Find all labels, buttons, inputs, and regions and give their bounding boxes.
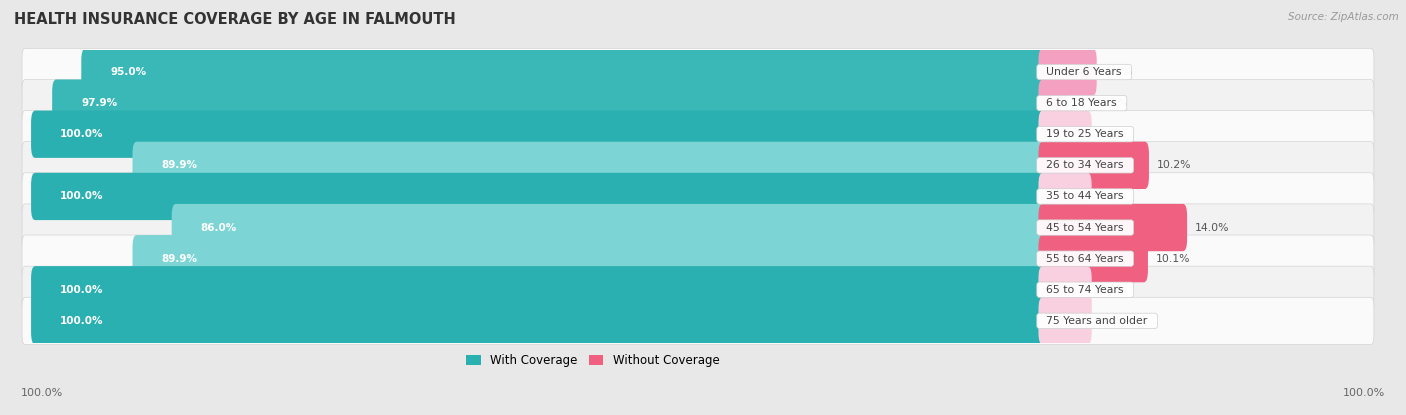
Text: 26 to 34 Years: 26 to 34 Years — [1039, 160, 1130, 170]
Text: 0.0%: 0.0% — [1099, 316, 1128, 326]
FancyBboxPatch shape — [1039, 49, 1097, 96]
FancyBboxPatch shape — [132, 142, 1043, 189]
FancyBboxPatch shape — [22, 235, 1374, 282]
FancyBboxPatch shape — [31, 266, 1043, 313]
Text: 95.0%: 95.0% — [111, 67, 146, 77]
Text: 75 Years and older: 75 Years and older — [1039, 316, 1154, 326]
Text: Source: ZipAtlas.com: Source: ZipAtlas.com — [1288, 12, 1399, 22]
Text: 10.2%: 10.2% — [1157, 160, 1191, 170]
FancyBboxPatch shape — [22, 204, 1374, 251]
Text: 5.0%: 5.0% — [1105, 67, 1132, 77]
FancyBboxPatch shape — [1039, 204, 1187, 251]
FancyBboxPatch shape — [1039, 80, 1067, 127]
FancyBboxPatch shape — [22, 80, 1374, 127]
FancyBboxPatch shape — [22, 49, 1374, 96]
Legend: With Coverage, Without Coverage: With Coverage, Without Coverage — [461, 349, 724, 372]
FancyBboxPatch shape — [22, 297, 1374, 344]
Text: 100.0%: 100.0% — [1343, 388, 1385, 398]
Text: 100.0%: 100.0% — [60, 129, 104, 139]
Text: 65 to 74 Years: 65 to 74 Years — [1039, 285, 1130, 295]
Text: 100.0%: 100.0% — [60, 191, 104, 201]
FancyBboxPatch shape — [1039, 173, 1091, 220]
FancyBboxPatch shape — [31, 110, 1043, 158]
FancyBboxPatch shape — [22, 173, 1374, 220]
FancyBboxPatch shape — [22, 142, 1374, 189]
Text: 89.9%: 89.9% — [162, 160, 198, 170]
FancyBboxPatch shape — [172, 204, 1043, 251]
Text: 35 to 44 Years: 35 to 44 Years — [1039, 191, 1130, 201]
FancyBboxPatch shape — [22, 110, 1374, 158]
Text: 0.0%: 0.0% — [1099, 285, 1128, 295]
Text: 6 to 18 Years: 6 to 18 Years — [1039, 98, 1123, 108]
Text: 97.9%: 97.9% — [82, 98, 118, 108]
FancyBboxPatch shape — [1039, 235, 1147, 282]
Text: 14.0%: 14.0% — [1195, 222, 1230, 232]
FancyBboxPatch shape — [31, 297, 1043, 344]
Text: 89.9%: 89.9% — [162, 254, 198, 264]
Text: 45 to 54 Years: 45 to 54 Years — [1039, 222, 1130, 232]
Text: 0.0%: 0.0% — [1099, 191, 1128, 201]
FancyBboxPatch shape — [31, 173, 1043, 220]
Text: 55 to 64 Years: 55 to 64 Years — [1039, 254, 1130, 264]
Text: 10.1%: 10.1% — [1156, 254, 1191, 264]
FancyBboxPatch shape — [82, 49, 1043, 96]
Text: 2.1%: 2.1% — [1099, 98, 1128, 108]
Text: 100.0%: 100.0% — [60, 285, 104, 295]
FancyBboxPatch shape — [1039, 142, 1149, 189]
FancyBboxPatch shape — [1039, 110, 1091, 158]
Text: Under 6 Years: Under 6 Years — [1039, 67, 1129, 77]
Text: 19 to 25 Years: 19 to 25 Years — [1039, 129, 1130, 139]
FancyBboxPatch shape — [1039, 266, 1091, 313]
FancyBboxPatch shape — [1039, 297, 1091, 344]
Text: 100.0%: 100.0% — [60, 316, 104, 326]
Text: 0.0%: 0.0% — [1099, 129, 1128, 139]
Text: HEALTH INSURANCE COVERAGE BY AGE IN FALMOUTH: HEALTH INSURANCE COVERAGE BY AGE IN FALM… — [14, 12, 456, 27]
Text: 100.0%: 100.0% — [21, 388, 63, 398]
FancyBboxPatch shape — [22, 266, 1374, 313]
FancyBboxPatch shape — [52, 80, 1043, 127]
Text: 86.0%: 86.0% — [201, 222, 238, 232]
FancyBboxPatch shape — [132, 235, 1043, 282]
